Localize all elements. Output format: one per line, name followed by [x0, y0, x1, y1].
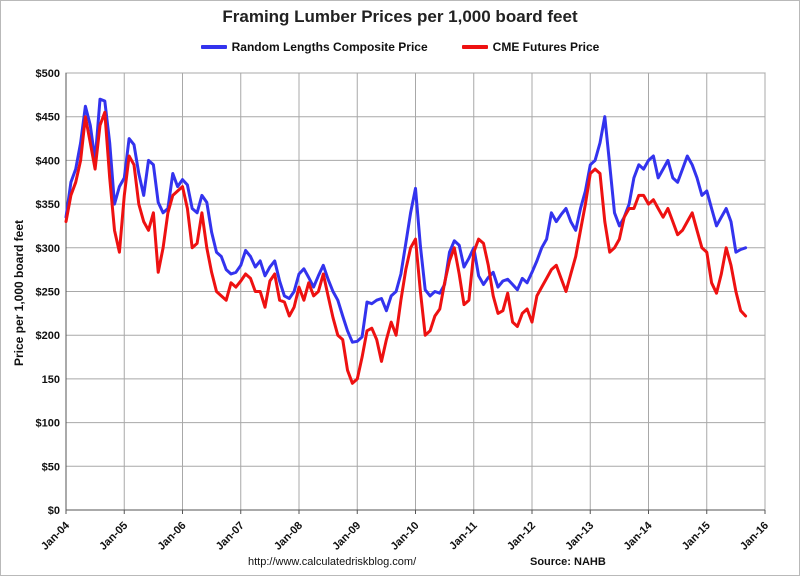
footer-url: http://www.calculatedriskblog.com/	[248, 556, 417, 568]
y-tick-label: $250	[36, 287, 60, 299]
legend-item-random-lengths: Random Lengths Composite Price	[200, 40, 428, 54]
y-tick-label: $0	[48, 505, 60, 517]
y-tick-label: $500	[36, 68, 60, 80]
chart-legend: Random Lengths Composite Price CME Futur…	[0, 40, 800, 54]
legend-swatch-cme-futures	[461, 45, 488, 49]
y-tick-label: $400	[36, 155, 60, 167]
legend-swatch-random-lengths	[200, 45, 227, 49]
x-tick-label: Jan-16	[738, 520, 771, 553]
y-tick-label: $450	[36, 112, 60, 124]
x-tick-label: Jan-14	[621, 519, 655, 553]
chart-title: Framing Lumber Prices per 1,000 board fe…	[222, 7, 578, 26]
series-line-cme-futures	[64, 110, 748, 385]
x-tick-label: Jan-10	[388, 520, 421, 553]
x-tick-label: Jan-08	[272, 520, 305, 553]
x-tick-label: Jan-09	[330, 520, 363, 553]
y-tick-label: $50	[42, 461, 60, 473]
x-tick-label: Jan-13	[563, 520, 596, 553]
x-tick-label: Jan-11	[447, 520, 480, 553]
x-tick-label: Jan-15	[680, 520, 713, 553]
series-line-random-lengths	[64, 97, 748, 344]
x-tick-label: Jan-06	[155, 520, 188, 553]
footer-source: Source: NAHB	[530, 556, 606, 568]
y-tick-label: $100	[36, 418, 60, 430]
legend-label-cme-futures: CME Futures Price	[492, 40, 600, 54]
y-tick-label: $200	[36, 330, 60, 342]
x-tick-label: Jan-12	[505, 520, 538, 553]
legend-label-random-lengths: Random Lengths Composite Price	[231, 40, 428, 54]
x-tick-label: Jan-05	[97, 520, 130, 553]
y-tick-label: 150	[42, 374, 60, 386]
x-tick-label: Jan-07	[214, 520, 247, 553]
y-tick-label: $350	[36, 199, 60, 211]
y-tick-label: $300	[36, 243, 60, 255]
x-tick-label: Jan-04	[39, 519, 73, 553]
legend-item-cme-futures: CME Futures Price	[461, 40, 600, 54]
